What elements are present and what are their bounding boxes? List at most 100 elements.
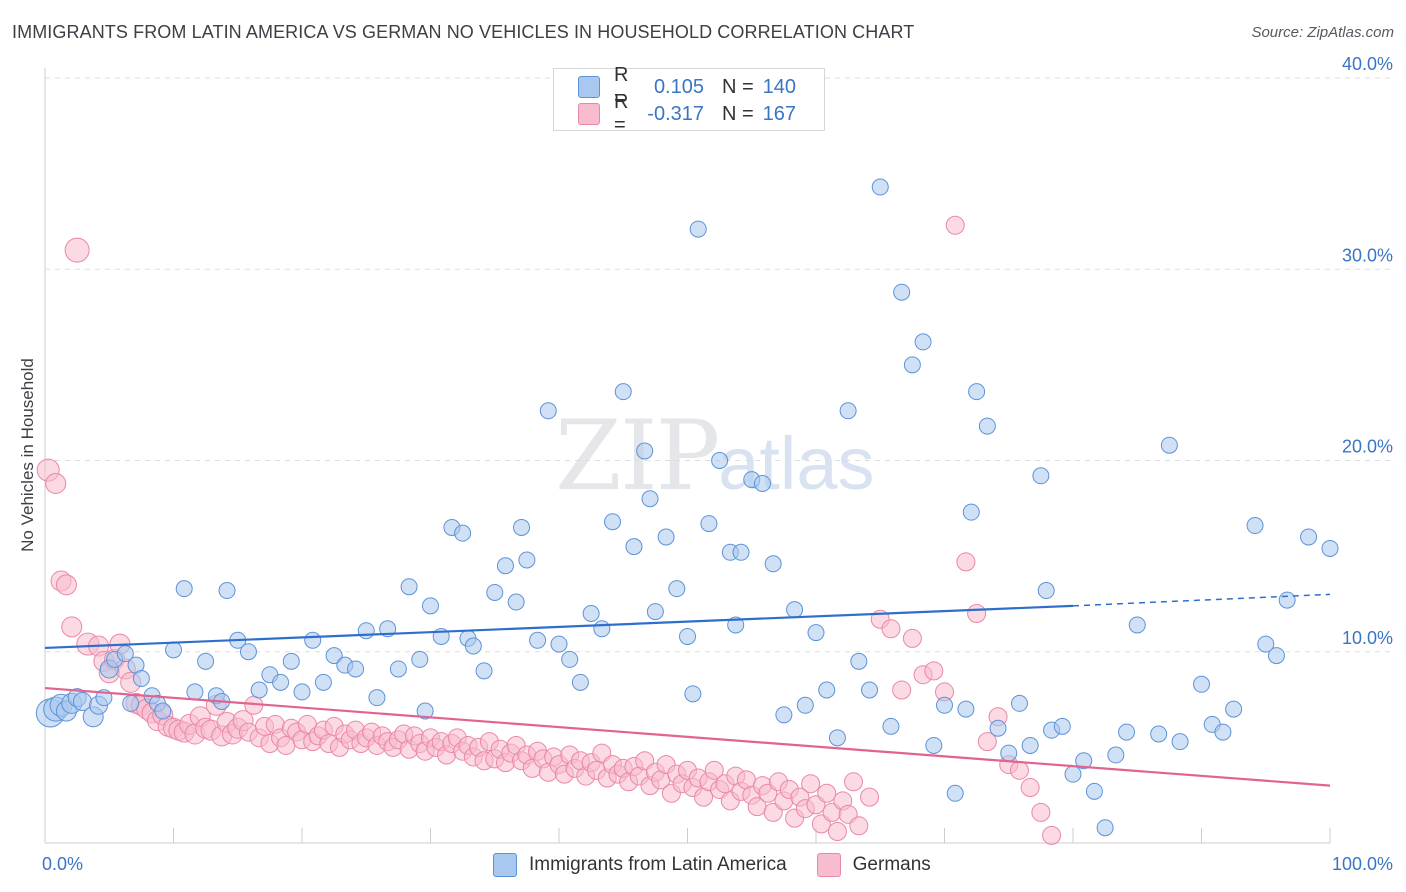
latin-america-point [957, 700, 975, 718]
chart-title: IMMIGRANTS FROM LATIN AMERICA VS GERMAN … [12, 22, 915, 42]
x-tick-label: 0.0% [42, 854, 83, 874]
germans-point [892, 680, 912, 700]
legend-row-latin-america: R = 0.105 N = 140 [578, 64, 796, 109]
latin-america-point [882, 717, 900, 735]
latin-america-point [561, 650, 579, 668]
latin-america-trend-line [44, 604, 1074, 650]
latin-america-trend-extension [1072, 593, 1331, 607]
latin-america-point [582, 605, 600, 622]
latin-america-point [679, 627, 696, 645]
latin-america-point [1257, 635, 1275, 653]
latin-america-point [486, 583, 504, 601]
germans-point [860, 787, 880, 807]
latin-america-point [314, 673, 332, 691]
latin-america-point [689, 220, 707, 238]
latin-america-point [1300, 528, 1318, 546]
latin-america-point [978, 417, 996, 435]
latin-america-point [1010, 694, 1028, 712]
latin-america-point [1128, 616, 1146, 634]
latin-america-point [539, 402, 557, 420]
latin-america-point [1032, 467, 1050, 485]
germans-point [945, 215, 965, 235]
germans-point [924, 661, 944, 681]
latin-america-point [368, 689, 386, 707]
latin-america-point [625, 538, 643, 556]
latin-america-point [962, 503, 980, 521]
latin-america-point [122, 694, 140, 712]
germans-point [1042, 825, 1062, 845]
legend-n-label: N = [722, 102, 754, 125]
latin-america-point [389, 660, 407, 678]
latin-america-point [1171, 733, 1189, 751]
latin-america-point [1267, 647, 1285, 665]
germans-point [956, 552, 976, 572]
latin-america-point [914, 333, 932, 351]
latin-america-point [775, 706, 793, 724]
legend-r-label: R = [614, 64, 629, 109]
latin-america-point [893, 283, 911, 301]
latin-america-point [732, 543, 750, 561]
latin-america-point [1246, 517, 1264, 535]
legend-row-germans: R = -0.317 N = 167 [578, 91, 796, 136]
trend-lines [44, 593, 1331, 787]
latin-america-point [154, 702, 172, 720]
latin-america-point [968, 383, 986, 401]
latin-america-point [807, 624, 825, 642]
latin-america-point [593, 620, 611, 638]
latin-america-point [1064, 765, 1082, 783]
latin-america-point [400, 578, 418, 596]
latin-america-point [132, 670, 150, 688]
germans-point [843, 772, 863, 792]
legend-n-label: N = [722, 75, 754, 98]
germans-point [704, 760, 724, 780]
latin-america-point [1053, 717, 1071, 735]
latin-america-point [513, 518, 531, 536]
y-tick-label: 30.0% [1342, 245, 1393, 265]
latin-america-point [464, 637, 482, 655]
latin-america-point [818, 681, 836, 699]
germans-points [36, 215, 1062, 845]
latin-america-point [636, 442, 654, 460]
latin-america-point [764, 555, 782, 573]
latin-america-point [641, 490, 659, 508]
latin-america-point [239, 643, 257, 661]
latin-america-point [861, 681, 879, 699]
latin-america-point [1225, 700, 1243, 718]
germans-point [1031, 802, 1051, 822]
latin-america-point [518, 551, 536, 569]
latin-america-point [411, 650, 429, 668]
series-legend: Immigrants from Latin America Germans [493, 853, 961, 877]
watermark-atlas: atlas [718, 422, 875, 505]
tick-labels: 10.0% 20.0% 30.0% 40.0% 0.0% 100.0% [42, 54, 1393, 874]
germans-point [55, 574, 77, 596]
latin-america-point [571, 673, 589, 691]
y-tick-label: 10.0% [1342, 628, 1393, 648]
germans-point [45, 472, 67, 494]
germans-point [1009, 760, 1029, 780]
germans-point [967, 604, 987, 623]
legend-swatch-pink [816, 853, 841, 877]
latin-america-point [416, 702, 434, 720]
germans-point [881, 619, 901, 639]
latin-america-point [1160, 436, 1178, 454]
latin-america-point [1107, 746, 1125, 764]
y-tick-label: 20.0% [1342, 437, 1393, 457]
legend-label: Germans [852, 854, 931, 875]
latin-america-point [293, 683, 311, 701]
latin-america-point [700, 515, 718, 533]
latin-america-point [1037, 582, 1055, 600]
latin-america-point [475, 662, 493, 680]
latin-america-point [550, 635, 568, 653]
latin-america-point [925, 736, 943, 754]
latin-america-point [165, 641, 182, 659]
latin-america-point [1214, 723, 1232, 741]
latin-america-point [1096, 819, 1114, 837]
latin-america-point [1150, 725, 1168, 743]
germans-point [977, 732, 997, 752]
latin-america-point [796, 696, 814, 714]
latin-america-point [304, 631, 322, 649]
latin-america-point [218, 582, 236, 600]
latin-america-point [507, 593, 525, 611]
latin-america-point [646, 603, 664, 621]
